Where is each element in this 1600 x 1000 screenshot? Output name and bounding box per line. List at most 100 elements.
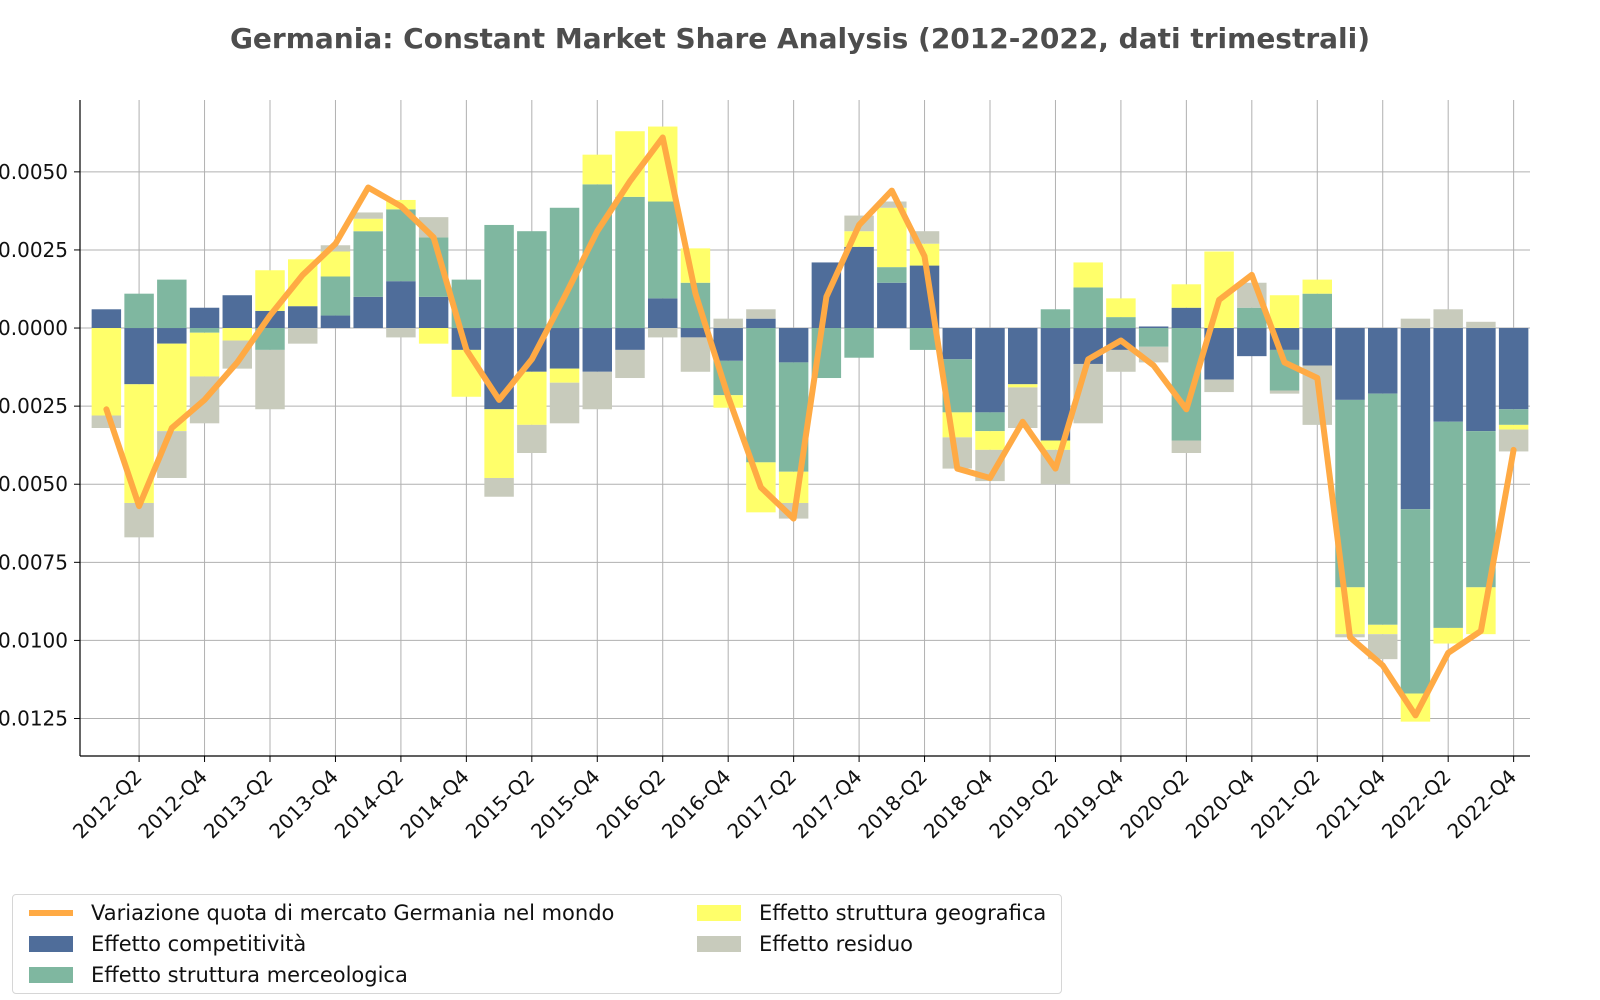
bar-effetto-struttura-merceologica [975,412,1005,432]
bar-effetto-residuo [353,212,383,219]
bar-effetto-struttura-merceologica [255,328,285,350]
y-tick-label: -0.0125 [0,707,68,731]
bar-effetto-struttura-geografica [222,328,252,341]
bar-effetto-struttura-geografica [582,154,612,185]
chart-title: Germania: Constant Market Share Analysis… [229,22,1371,55]
bar-effetto-competitivit- [1335,328,1365,400]
x-tick-label: 2021-Q4 [1312,765,1391,844]
x-tick-label: 2012-Q2 [68,765,147,844]
bar-effetto-struttura-geografica [484,409,514,478]
legend-label: Effetto residuo [759,932,914,956]
bar-effetto-residuo [615,349,645,379]
bar-effetto-competitivit- [288,306,318,329]
y-tick-label: 0.0050 [0,160,68,184]
x-tick-label: 2016-Q4 [657,765,736,844]
legend-label: Effetto competitività [91,932,307,956]
x-tick-label: 2014-Q2 [330,765,409,844]
legend-swatch [29,967,73,983]
legend-item-share-line: Variazione quota di mercato Germania nel… [29,901,614,925]
bar-effetto-struttura-merceologica [189,328,220,333]
bar-effetto-competitivit- [1498,328,1529,410]
y-tick-labels: 0.0050 0.0025 0.0000 -0.0025 -0.0050 -0.0075 -… [0,160,68,731]
bar-effetto-struttura-merceologica [746,328,776,463]
bar-effetto-struttura-merceologica [1138,328,1169,347]
x-tick-label: 2017-Q2 [722,765,801,844]
x-tick-label: 2019-Q2 [984,765,1063,844]
bar-effetto-competitivit- [157,328,187,344]
y-tick-label: -0.0075 [0,550,68,574]
bar-effetto-struttura-merceologica [386,209,416,282]
bar-effetto-competitivit- [386,281,416,329]
bar-effetto-struttura-merceologica [517,231,547,329]
bar-effetto-residuo [1204,379,1234,393]
share-change-line [103,134,1517,719]
x-tick-label: 2019-Q4 [1050,765,1129,844]
legend-item-residuo: Effetto residuo [697,932,913,956]
legend-label: Effetto struttura geografica [759,901,1047,925]
bar-effetto-competitivit- [648,298,678,329]
legend-item-merceologica: Effetto struttura merceologica [29,963,408,987]
bar-effetto-residuo [549,382,580,424]
share-change-polyline [103,134,1517,719]
bar-effetto-residuo [713,318,743,329]
bar-effetto-residuo [582,371,612,410]
legend-swatch [697,905,741,921]
x-tick-label: 2018-Q4 [919,765,998,844]
bar-effetto-struttura-merceologica [1106,317,1136,329]
x-tick-label: 2020-Q4 [1181,765,1260,844]
x-tick-label: 2012-Q4 [133,765,212,844]
bar-effetto-struttura-geografica [877,207,907,268]
bar-effetto-competitivit- [1138,326,1169,329]
bar-effetto-competitivit- [189,307,220,329]
bar-effetto-struttura-merceologica [353,231,383,297]
bar-effetto-struttura-geografica [353,218,383,232]
y-tick-label: -0.0050 [0,472,68,496]
bar-effetto-competitivit- [418,296,449,329]
bar-effetto-competitivit- [353,296,383,329]
x-tick-label: 2022-Q2 [1377,765,1456,844]
bar-effetto-struttura-merceologica [615,196,645,329]
bar-effetto-competitivit- [1433,328,1463,422]
bar-effetto-competitivit- [1302,328,1332,366]
bar-effetto-residuo [484,477,514,497]
bar-effetto-struttura-geografica [1040,440,1071,450]
x-tick-label: 2017-Q4 [788,765,867,844]
bar-effetto-residuo [288,328,318,344]
bar-effetto-struttura-geografica [451,349,482,397]
bar-effetto-competitivit- [778,328,809,363]
bar-effetto-competitivit- [713,328,743,361]
legend-swatch [697,936,741,952]
bar-effetto-struttura-geografica [1269,295,1300,329]
y-tick-label: -0.0025 [0,394,68,418]
bar-effetto-competitivit- [942,328,972,360]
bar-effetto-competitivit- [549,328,580,369]
bar-effetto-struttura-geografica [517,371,547,425]
bar-effetto-competitivit- [1368,328,1398,394]
bar-effetto-struttura-merceologica [320,276,351,316]
legend-item-competitivita: Effetto competitività [29,932,306,956]
bar-effetto-struttura-geografica [91,328,122,416]
legend-label: Variazione quota di mercato Germania nel… [91,901,615,925]
bar-effetto-struttura-merceologica [124,293,154,329]
bar-effetto-competitivit- [975,328,1005,413]
x-tick-label: 2013-Q4 [264,765,343,844]
bar-effetto-competitivit- [680,328,711,338]
bar-effetto-residuo [320,245,351,252]
bar-effetto-residuo [1269,390,1300,394]
bar-effetto-struttura-merceologica [1302,293,1332,329]
bar-effetto-residuo [1498,429,1529,452]
bar-effetto-struttura-geografica [1073,262,1103,288]
bar-effetto-competitivit- [615,328,645,350]
legend-swatch [29,936,73,952]
bar-effetto-competitivit- [877,282,907,329]
bar-effetto-competitivit- [1466,328,1496,432]
bar-effetto-residuo [1400,318,1431,329]
bar-effetto-competitivit- [222,295,252,329]
x-tick-labels: 2012-Q22012-Q42013-Q22013-Q42014-Q22014-… [68,765,1521,844]
bar-effetto-residuo [1433,309,1463,329]
bar-effetto-struttura-merceologica [157,279,187,329]
bar-effetto-struttura-geografica [975,431,1005,450]
bar-effetto-struttura-merceologica [484,224,514,329]
bar-effetto-residuo [746,309,776,319]
bar-effetto-competitivit- [1008,328,1038,385]
